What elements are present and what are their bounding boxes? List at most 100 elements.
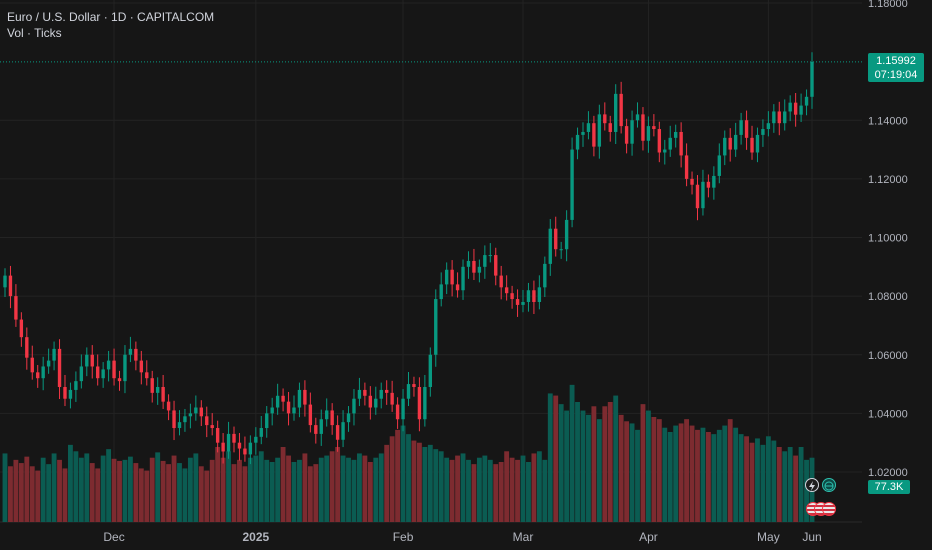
candle-body (199, 407, 203, 417)
candle-body (194, 407, 198, 414)
candles (3, 52, 814, 465)
candle-body (755, 134, 760, 153)
volume-bar (378, 453, 384, 522)
volume-bar (673, 425, 679, 522)
candle-body (646, 126, 651, 141)
price-axis[interactable]: 1.18000 1.14000 1.12000 1.10000 1.08000 1.060… (868, 0, 908, 479)
candle-body (352, 398, 356, 414)
price-tick-label: 1.02000 (868, 467, 908, 479)
candle-body (330, 410, 334, 426)
volume-bar (416, 442, 422, 522)
candle-body (777, 111, 781, 124)
volume-bar (695, 429, 700, 522)
volume-bar (400, 425, 406, 522)
candle-body (303, 389, 307, 405)
candle-body (532, 290, 536, 302)
volume-bar (95, 468, 101, 522)
candle-body (652, 126, 656, 130)
price-tick-label: 1.10000 (868, 233, 908, 245)
volume-bar (645, 410, 651, 522)
candle-body (215, 428, 220, 443)
candle-body (472, 260, 476, 273)
candle-body (744, 120, 749, 138)
volume-bar (144, 470, 150, 522)
candle-body (30, 357, 34, 373)
volume-bar (220, 457, 226, 522)
candle-body (36, 372, 40, 379)
volume-bar (504, 451, 510, 522)
time-tick-label: Jun (802, 530, 821, 544)
volume-bar (749, 442, 755, 522)
candle-body (575, 134, 580, 150)
time-axis[interactable]: Dec 2025 Feb Mar Apr May Jun (103, 530, 821, 544)
volume-bar (509, 457, 515, 522)
candle-body (52, 348, 56, 361)
volume-bar (705, 432, 711, 522)
candle-body (237, 442, 242, 449)
chart-legend: Euro / U.S. Dollar · 1D · CAPITALCOM Vol… (7, 9, 214, 41)
volume-legend[interactable]: Vol · Ticks (7, 26, 62, 40)
candle-body (106, 360, 111, 370)
volume-bar (100, 455, 106, 522)
candle-body (761, 129, 765, 135)
candle-body (68, 389, 73, 399)
candle-body (232, 433, 236, 443)
candle-body (41, 366, 45, 379)
candle-body (434, 299, 438, 355)
symbol-title[interactable]: Euro / U.S. Dollar · 1D · CAPITALCOM (7, 10, 215, 24)
volume-bar (187, 457, 193, 522)
candle-body (461, 266, 465, 291)
candle-body (205, 416, 209, 426)
candle-body (117, 378, 122, 382)
volume-bar (51, 453, 57, 522)
volume-bar (346, 457, 351, 522)
candle-body (155, 386, 160, 393)
candle-body (166, 401, 171, 411)
volume-bar (531, 453, 537, 522)
volume-bar (291, 462, 297, 522)
candle-body (483, 255, 487, 267)
time-tick-label: 2025 (242, 530, 269, 544)
us-flag-icon[interactable] (822, 502, 836, 516)
candle-body (673, 131, 678, 138)
volume-bar (177, 463, 182, 522)
volume-bar (575, 402, 580, 522)
time-tick-label: Mar (513, 530, 534, 544)
candle-body (221, 442, 225, 452)
volume-bar (466, 459, 471, 522)
candle-body (668, 137, 672, 150)
candle-body (90, 354, 94, 367)
volume-bar (422, 447, 428, 522)
candle-body (368, 395, 373, 408)
candle-body (701, 181, 705, 209)
candle-body (19, 319, 24, 338)
candle-body (630, 120, 634, 144)
last-price-badge: 1.15992 07:19:04 (868, 52, 924, 82)
volume-bar (580, 410, 586, 522)
candle-body (265, 413, 269, 429)
candle-body (57, 348, 62, 387)
candle-body (450, 269, 454, 285)
candle-body (390, 392, 394, 405)
candle-body (128, 348, 133, 355)
candle-body (286, 401, 291, 414)
candle-body (85, 354, 89, 367)
candle-body (564, 219, 569, 250)
candle-body (123, 354, 127, 382)
globe-icon[interactable] (822, 478, 836, 492)
volume-bar (356, 453, 362, 522)
candle-body (226, 433, 231, 452)
volume-bar (586, 414, 591, 522)
candle-body (46, 360, 51, 367)
dividend-lightning-icon[interactable] (805, 478, 819, 492)
volume-bar (389, 436, 395, 522)
volume-bar (689, 425, 695, 522)
volume-bar (46, 464, 52, 522)
volume-bar (471, 464, 477, 522)
candle-body (690, 178, 694, 185)
candle-body (728, 137, 732, 150)
price-tick-label: 1.04000 (868, 408, 908, 420)
volume-bar (602, 406, 608, 522)
candle-body (624, 126, 629, 144)
